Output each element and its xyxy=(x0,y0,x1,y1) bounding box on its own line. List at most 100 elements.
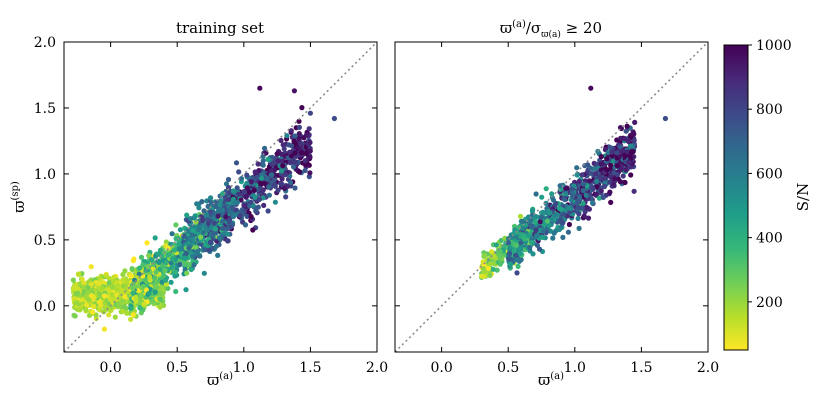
scatter-point xyxy=(296,131,302,137)
scatter-point xyxy=(207,239,213,245)
scatter-point xyxy=(505,240,511,246)
scatter-point xyxy=(552,212,558,218)
scatter-point xyxy=(103,272,109,278)
scatter-point xyxy=(112,314,118,320)
scatter-point xyxy=(292,150,298,156)
scatter-point xyxy=(120,289,126,296)
x-ticks-left: 0.0 0.5 1.0 1.5 2.0 xyxy=(99,42,388,376)
scatter-point xyxy=(83,307,89,313)
colorbar-tick-label: 200 xyxy=(756,295,783,311)
scatter-point xyxy=(217,202,223,208)
scatter-point xyxy=(88,281,95,287)
scatter-point xyxy=(177,227,183,233)
x-axis-title-right: ϖ(a) xyxy=(538,371,564,389)
scatter-point xyxy=(191,262,197,268)
scatter-point xyxy=(156,259,162,265)
scatter-point xyxy=(611,170,617,176)
scatter-point xyxy=(628,134,634,140)
scatter-point xyxy=(299,105,305,111)
scatter-point xyxy=(85,285,91,291)
scatter-point xyxy=(115,283,121,289)
scatter-point xyxy=(274,151,280,157)
scatter-point xyxy=(120,283,126,289)
scatter-point xyxy=(153,285,159,291)
scatter-point xyxy=(79,276,85,282)
scatter-point xyxy=(160,287,166,293)
scatter-point xyxy=(598,154,604,160)
scatter-point xyxy=(272,177,278,183)
scatter-point xyxy=(248,199,254,205)
scatter-point xyxy=(162,267,168,274)
scatter-point xyxy=(491,253,497,259)
scatter-point xyxy=(519,218,525,224)
identity-line-right xyxy=(394,41,709,353)
scatter-point xyxy=(517,246,523,252)
scatter-point xyxy=(91,304,97,310)
scatter-point xyxy=(184,235,190,242)
scatter-point xyxy=(120,277,126,283)
y-ticks-left: 0.0 0.5 1.0 1.5 2.0 xyxy=(34,35,377,315)
scatter-point xyxy=(607,189,613,195)
scatter-point xyxy=(563,191,569,197)
scatter-point xyxy=(307,148,313,154)
scatter-point xyxy=(258,180,264,186)
scatter-point xyxy=(226,219,232,225)
scatter-point xyxy=(172,247,178,253)
scatter-point xyxy=(149,257,155,263)
scatter-point xyxy=(260,162,266,168)
scatter-point xyxy=(551,230,557,236)
scatter-point xyxy=(487,272,493,279)
scatter-point xyxy=(579,172,585,178)
scatter-point xyxy=(241,188,247,194)
scatter-point xyxy=(540,209,546,215)
scatter-point xyxy=(155,251,161,257)
scatter-point xyxy=(624,123,630,129)
scatter-point xyxy=(160,263,166,269)
scatter-point xyxy=(291,88,297,94)
scatter-point xyxy=(513,257,520,263)
scatter-point xyxy=(609,149,615,155)
scatter-point xyxy=(153,269,159,275)
scatter-point xyxy=(607,144,613,150)
scatter-point xyxy=(481,273,487,279)
scatter-point xyxy=(506,256,512,262)
scatter-point xyxy=(256,196,262,202)
scatter-point xyxy=(285,183,291,189)
scatter-point xyxy=(230,188,236,194)
y-axis-title-left: ϖ(sp) xyxy=(10,181,28,213)
scatter-point xyxy=(507,261,514,267)
scatter-point xyxy=(502,235,508,241)
scatter-point xyxy=(284,133,290,139)
scatter-point xyxy=(185,228,191,234)
scatter-point xyxy=(605,149,611,156)
scatter-point xyxy=(279,168,285,174)
scatter-point xyxy=(197,225,203,232)
scatter-point xyxy=(497,254,503,260)
scatter-point xyxy=(99,285,105,291)
scatter-point xyxy=(252,169,258,175)
scatter-point xyxy=(514,234,520,240)
colorbar-tick-label: 400 xyxy=(756,231,783,247)
scatter-point xyxy=(213,226,219,232)
scatter-point xyxy=(265,176,271,182)
scatter-point xyxy=(518,257,524,263)
scatter-point xyxy=(508,235,514,242)
scatter-point xyxy=(544,218,551,224)
scatter-point xyxy=(86,297,92,303)
scatter-point xyxy=(331,115,337,122)
scatter-point xyxy=(600,194,606,200)
scatter-point xyxy=(144,240,150,246)
x-tick-label: 1.0 xyxy=(564,360,586,376)
scatter-point xyxy=(279,176,285,182)
scatter-point xyxy=(133,294,139,300)
scatter-point xyxy=(110,278,116,284)
scatter-point xyxy=(115,302,122,308)
scatter-point xyxy=(631,188,637,194)
scatter-point xyxy=(614,150,620,156)
scatter-point xyxy=(265,208,271,214)
scatter-point xyxy=(233,160,240,166)
scatter-point xyxy=(195,248,201,255)
scatter-point xyxy=(196,205,202,211)
scatter-point xyxy=(243,193,249,199)
scatter-point xyxy=(86,312,93,318)
